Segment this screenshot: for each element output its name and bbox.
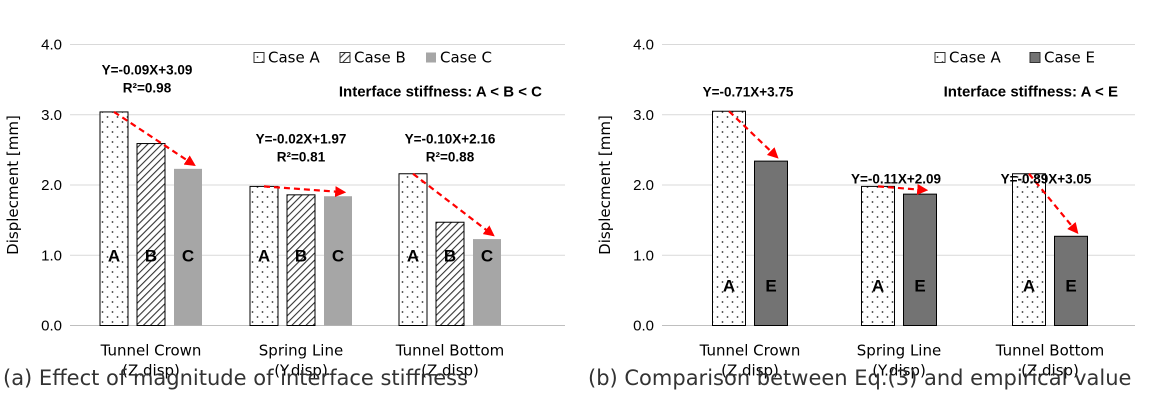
- caption-panel-a: (a) Effect of magnitude of interface sti…: [3, 366, 469, 390]
- bar-letter: C: [481, 247, 493, 266]
- legend-swatch: [426, 52, 436, 63]
- bar-letter: E: [914, 277, 925, 296]
- legend-swatch: [253, 52, 265, 63]
- y-axis-label: Displecment [mm]: [596, 115, 614, 255]
- x-category-label: Spring Line: [259, 342, 343, 360]
- x-category-sublabel: (Z.disp): [122, 362, 180, 380]
- r-squared-value: R²=0.98: [123, 81, 172, 96]
- regression-equation: Y=-0.71X+3.75: [703, 85, 794, 100]
- bar-letter: B: [295, 247, 307, 266]
- bar-e-1: [903, 193, 937, 326]
- bar-c-2: [473, 239, 501, 326]
- regression-equation: Y=-0.09X+3.09: [102, 63, 193, 78]
- chart-panel-a: 0.0 1.0 2.0 3.0 4.0 Displecment [mm] A B C Tunnel…: [4, 37, 565, 380]
- x-category-sublabel: (Z.disp): [421, 362, 479, 380]
- trend-arrow: [263, 185, 347, 198]
- bar-a-2: [398, 173, 428, 326]
- bar-a-2: [1012, 173, 1046, 326]
- legend-swatch: [339, 52, 351, 63]
- bar-letter: A: [1023, 277, 1035, 296]
- y-tick-label: 2.0: [41, 177, 62, 194]
- bar-a-1: [861, 185, 895, 326]
- y-tick-label: 1.0: [41, 247, 62, 264]
- bar-letter: E: [1065, 277, 1076, 296]
- bar-e-2: [1054, 235, 1088, 326]
- r-squared-value: R²=0.88: [426, 150, 475, 165]
- caption-panel-b: (b) Comparison between Eq.(3) and empiri…: [588, 366, 1132, 390]
- stiffness-note: Interface stiffness: A < E: [944, 84, 1118, 101]
- trend-arrow: [1028, 173, 1079, 234]
- x-category-label: Spring Line: [857, 342, 941, 360]
- legend-label: Case E: [1044, 49, 1095, 67]
- legend-swatch: [1029, 52, 1041, 63]
- chart-panel-b: 0.0 1.0 2.0 3.0 4.0 Displecment [mm] A E Tunnel …: [596, 37, 1135, 380]
- trend-arrow: [113, 111, 196, 167]
- bar-letter: A: [258, 247, 270, 266]
- bar-b-1: [286, 194, 316, 326]
- bar-e-0: [754, 160, 788, 326]
- regression-equation: Y=-0.10X+2.16: [405, 132, 496, 147]
- y-tick-label: 3.0: [41, 107, 62, 124]
- y-axis-label: Displecment [mm]: [4, 115, 22, 255]
- y-tick-label: 4.0: [633, 37, 654, 54]
- x-category-sublabel: (Z.disp): [1021, 362, 1079, 380]
- bar-a-0: [712, 110, 746, 326]
- x-category-label: Tunnel Crown: [699, 342, 801, 360]
- stiffness-note: Interface stiffness: A < B < C: [339, 84, 542, 101]
- x-category-label: Tunnel Bottom: [395, 342, 505, 360]
- y-tick-label: 0.0: [633, 318, 654, 335]
- y-tick-label: 2.0: [633, 177, 654, 194]
- x-category-label: Tunnel Bottom: [995, 342, 1105, 360]
- bar-letter: B: [444, 247, 456, 266]
- trend-arrow: [877, 183, 929, 195]
- y-tick-label: 0.0: [41, 318, 62, 335]
- bar-letter: C: [182, 247, 194, 266]
- bar-c-1: [324, 196, 352, 326]
- bar-letter: B: [145, 247, 157, 266]
- bar-a-0: [99, 111, 129, 326]
- legend-label: Case C: [440, 49, 492, 67]
- legend-label: Case A: [268, 49, 320, 67]
- legend-label: Case A: [949, 49, 1001, 67]
- bar-b-2: [435, 221, 465, 326]
- y-tick-label: 4.0: [41, 37, 62, 54]
- bar-letter: A: [723, 277, 735, 296]
- bar-letter: A: [108, 247, 120, 266]
- regression-equation: Y=-0.11X+2.09: [851, 172, 941, 187]
- bar-letter: E: [765, 277, 776, 296]
- legend-swatch: [934, 52, 946, 63]
- y-tick-label: 3.0: [633, 107, 654, 124]
- bar-letter: C: [332, 247, 344, 266]
- regression-equation: Y=-0.89X+3.05: [1001, 172, 1092, 187]
- bar-c-0: [174, 168, 202, 326]
- r-squared-value: R²=0.81: [277, 150, 326, 165]
- legend-label: Case B: [354, 49, 406, 67]
- x-category-label: Tunnel Crown: [100, 342, 202, 360]
- trend-arrow: [412, 172, 495, 237]
- x-category-sublabel: (Y.disp): [274, 362, 328, 380]
- x-category-sublabel: (Z.disp): [721, 362, 779, 380]
- bar-letter: A: [407, 247, 419, 266]
- regression-equation: Y=-0.02X+1.97: [256, 132, 347, 147]
- trend-arrow: [728, 110, 779, 159]
- bar-letter: A: [872, 277, 884, 296]
- bar-b-0: [136, 143, 166, 326]
- y-tick-label: 1.0: [633, 247, 654, 264]
- x-category-sublabel: (Y.disp): [872, 362, 926, 380]
